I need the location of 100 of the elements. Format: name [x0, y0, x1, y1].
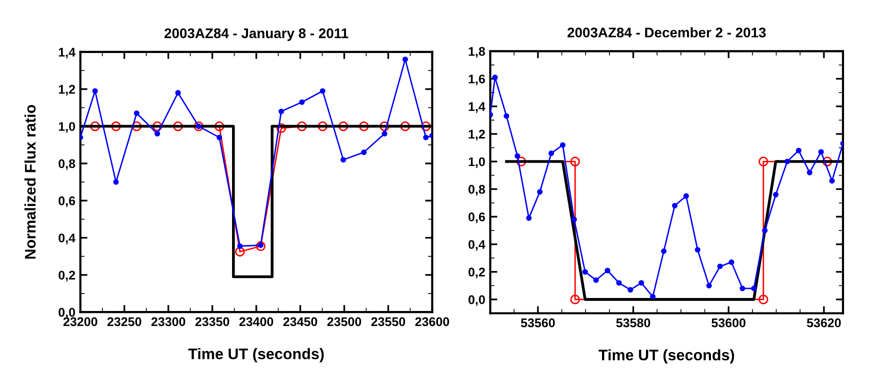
x-tick-label: 53600 — [712, 318, 746, 328]
point — [526, 215, 532, 221]
x-tick-label: 23550 — [371, 317, 406, 326]
y-tick-label: 1,2 — [468, 130, 485, 140]
point — [194, 121, 204, 132]
point — [806, 170, 812, 176]
point — [152, 121, 162, 132]
x-tick-label: 53560 — [520, 318, 555, 328]
point — [492, 74, 498, 80]
point — [548, 150, 554, 156]
point — [593, 277, 599, 283]
point — [758, 294, 768, 304]
point — [751, 286, 757, 292]
chart-title: 2003AZ84 - December 2 - 2013 — [568, 27, 766, 38]
y-tick-label: 1,2 — [58, 84, 76, 96]
y-tick-label: 0,0 — [468, 295, 485, 306]
point — [299, 99, 305, 105]
point — [132, 121, 142, 132]
point — [111, 121, 121, 132]
point — [318, 121, 328, 132]
x-tick-label: 53580 — [616, 318, 650, 328]
point — [570, 294, 580, 304]
point — [514, 153, 520, 159]
point — [173, 121, 183, 132]
x-tick-label: 23600 — [415, 317, 450, 326]
y-tick-label: 1,0 — [468, 157, 485, 168]
point — [706, 282, 712, 288]
y-tick-label: 0,4 — [468, 240, 486, 251]
point — [402, 56, 408, 62]
point — [92, 88, 98, 94]
point — [338, 121, 348, 132]
x-tick-label: 23450 — [283, 317, 318, 326]
x-tick-label: 53620 — [806, 318, 841, 328]
point — [822, 156, 832, 166]
x-tick-label: 23350 — [195, 317, 230, 326]
y-tick-label: 0,6 — [468, 212, 485, 224]
point — [504, 113, 510, 119]
point — [571, 216, 577, 222]
point — [235, 246, 245, 257]
point — [773, 192, 779, 198]
point — [175, 90, 181, 96]
y-tick-label: 0,2 — [468, 268, 485, 278]
point — [359, 121, 369, 132]
y-tick-label: 0,0 — [58, 308, 75, 319]
point — [276, 123, 286, 133]
point — [758, 156, 768, 166]
point — [297, 121, 307, 132]
x-tick-label: 23500 — [327, 317, 362, 326]
y-tick-label: 1,8 — [468, 46, 486, 58]
point — [361, 150, 367, 156]
point — [717, 264, 723, 270]
point — [740, 286, 746, 292]
point — [638, 280, 644, 286]
x-tick-label: 23400 — [239, 317, 274, 326]
point — [694, 247, 700, 253]
point — [113, 179, 119, 185]
x-axis-title: Time UT (seconds) — [188, 348, 324, 362]
point — [683, 193, 689, 199]
y-tick-label: 0,8 — [58, 159, 76, 170]
point — [818, 149, 824, 155]
point — [516, 156, 526, 166]
point — [90, 121, 100, 132]
point — [829, 178, 835, 184]
point — [154, 130, 160, 136]
point — [762, 228, 768, 234]
x-tick-label: 23250 — [107, 317, 142, 326]
point — [796, 148, 802, 154]
point — [256, 241, 266, 251]
y-tick-label: 1,4 — [468, 102, 486, 113]
chart-title: 2003AZ84 - January 8 - 2011 — [164, 28, 348, 41]
y-tick-label: 0,4 — [58, 234, 76, 244]
point — [672, 202, 678, 208]
point — [216, 134, 222, 140]
point — [320, 88, 326, 94]
point — [650, 294, 656, 300]
point — [340, 156, 346, 163]
y-tick-label: 1,0 — [58, 122, 75, 133]
point — [421, 121, 431, 132]
point — [570, 156, 580, 166]
point — [214, 121, 224, 132]
point — [537, 189, 543, 195]
y-tick-label: 1,4 — [58, 48, 76, 58]
x-axis-title: Time UT (seconds) — [598, 349, 734, 364]
point — [380, 121, 390, 132]
point — [582, 269, 588, 275]
point — [278, 108, 284, 114]
point — [423, 134, 429, 140]
point — [728, 259, 734, 265]
y-tick-label: 0,6 — [58, 196, 76, 208]
y-axis-title: Normalized Flux ratio — [24, 104, 36, 259]
point — [237, 243, 243, 249]
x-tick-label: 23200 — [63, 317, 98, 326]
point — [382, 130, 388, 136]
point — [134, 110, 140, 116]
point — [660, 248, 667, 254]
point — [616, 280, 622, 286]
point — [784, 158, 790, 164]
point — [604, 268, 610, 274]
y-tick-label: 0,8 — [468, 184, 486, 196]
point — [628, 287, 634, 293]
